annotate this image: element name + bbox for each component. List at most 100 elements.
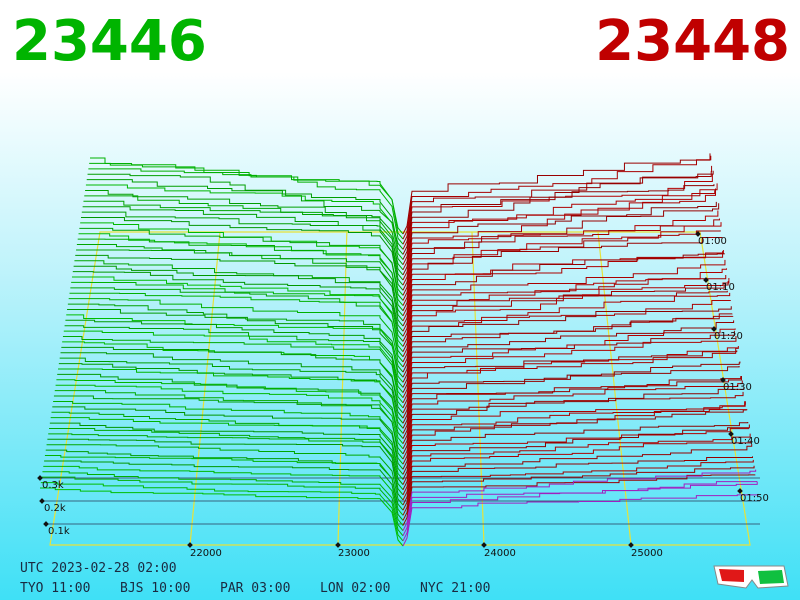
bid-curve xyxy=(58,368,404,434)
bid-curve xyxy=(59,357,404,424)
ask-curve xyxy=(402,259,726,332)
ask-curve xyxy=(402,210,719,286)
bid-curve xyxy=(87,173,404,250)
time-label: 01:30 xyxy=(723,382,752,393)
depth-curves xyxy=(40,153,759,547)
bid-curve xyxy=(51,411,404,475)
price-grid-line xyxy=(471,231,485,546)
bid-curve xyxy=(75,254,404,327)
ask-curve xyxy=(402,222,722,306)
ask-curve xyxy=(402,188,717,271)
bid-curve xyxy=(41,476,404,537)
axis-labels: 22000 23000 24000 25000 0.3k 0.2k 0.1k 01:00 01:… xyxy=(37,231,769,559)
ask-curve xyxy=(402,184,715,260)
ask-curve xyxy=(402,493,759,547)
bid-curve xyxy=(40,482,404,542)
bid-curve xyxy=(71,281,404,352)
ask-curve xyxy=(402,183,718,281)
ask-curve xyxy=(402,306,732,373)
marker xyxy=(43,521,49,527)
marker xyxy=(720,377,726,383)
marker xyxy=(711,326,717,332)
ask-curve xyxy=(402,433,751,496)
bid-curve xyxy=(48,433,404,496)
ask-curve xyxy=(402,153,711,235)
ask-curve xyxy=(402,376,742,434)
bid-curve xyxy=(61,346,404,414)
bid-curve xyxy=(40,487,404,547)
ask-curve xyxy=(402,409,747,470)
ask-curve xyxy=(402,365,740,424)
bid-curve xyxy=(53,395,404,460)
bid-curve xyxy=(77,238,404,312)
ask-curve xyxy=(402,481,758,542)
bid-curve xyxy=(62,336,404,404)
time-label: 01:00 xyxy=(698,236,727,247)
bid-curve xyxy=(90,157,404,235)
glasses-green-lens xyxy=(758,570,784,584)
bid-curve xyxy=(42,471,404,531)
price-label: 24000 xyxy=(484,548,516,559)
bid-curve xyxy=(60,352,404,419)
bid-curve xyxy=(49,427,404,491)
ask-curve xyxy=(402,236,723,311)
bid-curve xyxy=(68,298,404,368)
ask-curve xyxy=(402,361,741,429)
ask-curve xyxy=(402,424,750,490)
bid-curve xyxy=(50,417,404,480)
time-label: 01:20 xyxy=(714,331,743,342)
bid-curve xyxy=(66,314,404,383)
bid-price: 23446 xyxy=(12,9,207,74)
bid-curve xyxy=(86,179,404,255)
ask-curve xyxy=(402,459,754,516)
price-label: 22000 xyxy=(190,548,222,559)
utc-time: UTC 2023-02-28 02:00 xyxy=(20,561,177,576)
ask-curve xyxy=(402,350,738,409)
bid-curve xyxy=(58,363,404,429)
ask-curve xyxy=(402,320,735,388)
ask-curve xyxy=(402,401,746,465)
depth-label: 0.2k xyxy=(44,503,66,514)
ask-curve xyxy=(402,469,757,531)
ask-curve xyxy=(402,456,753,511)
ask-curve xyxy=(402,292,731,363)
bid-curve xyxy=(64,325,404,393)
bid-curve xyxy=(76,249,404,322)
ask-curve xyxy=(402,165,713,245)
ask-curve xyxy=(402,277,730,357)
bid-curve xyxy=(47,438,404,501)
ask-curve xyxy=(402,409,748,475)
bid-curve xyxy=(73,265,404,337)
depth-label: 0.3k xyxy=(42,480,64,491)
ask-curve xyxy=(402,203,720,291)
bid-curve xyxy=(69,292,404,363)
ask-curve xyxy=(402,230,721,301)
bid-curve xyxy=(84,195,404,271)
bid-curve xyxy=(56,379,404,445)
bid-curve xyxy=(67,303,404,373)
ask-curve xyxy=(402,380,743,444)
price-grid-line xyxy=(189,231,221,546)
price-label: 23000 xyxy=(338,548,370,559)
bid-curve xyxy=(54,390,404,455)
zone-time: NYC 21:00 xyxy=(420,581,490,596)
ask-curve xyxy=(402,336,737,404)
bid-curve xyxy=(67,308,404,378)
ask-curve xyxy=(402,253,725,327)
ask-curve xyxy=(402,440,752,501)
bid-curve xyxy=(79,227,404,301)
ask-curve xyxy=(402,315,734,383)
bid-curve xyxy=(52,406,404,470)
marker xyxy=(628,542,634,548)
bid-curve xyxy=(82,206,404,281)
marker xyxy=(737,488,743,494)
ask-curve xyxy=(402,328,736,398)
bid-curve xyxy=(55,384,404,450)
marker xyxy=(481,542,487,548)
time-label: 01:40 xyxy=(731,436,760,447)
bid-curve xyxy=(49,422,404,485)
ask-price: 23448 xyxy=(595,9,790,74)
bid-curve xyxy=(44,455,404,516)
ask-curve xyxy=(402,465,755,521)
price-grid-line xyxy=(597,231,632,546)
